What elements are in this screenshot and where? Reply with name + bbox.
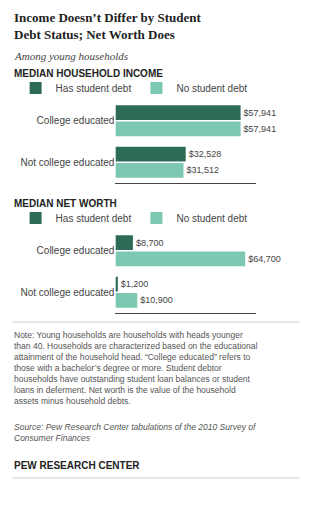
svg-text:No student debt: No student debt	[176, 213, 247, 224]
svg-text:No student debt: No student debt	[176, 83, 247, 94]
svg-text:MEDIAN HOUSEHOLD INCOME: MEDIAN HOUSEHOLD INCOME	[14, 68, 163, 79]
svg-text:Income Doesn’t Differ by Stude: Income Doesn’t Differ by StudentDebt Sta…	[14, 10, 201, 42]
svg-text:$8,700: $8,700	[136, 238, 164, 248]
svg-text:MEDIAN NET WORTH: MEDIAN NET WORTH	[14, 198, 117, 209]
svg-text:$10,900: $10,900	[140, 295, 173, 305]
svg-text:$57,941: $57,941	[244, 108, 277, 118]
svg-text:$31,512: $31,512	[187, 165, 220, 175]
svg-text:Has student debt: Has student debt	[56, 83, 132, 94]
svg-text:Not college educated: Not college educated	[20, 287, 114, 298]
svg-text:Note: Young households are hou: Note: Young households are households wi…	[14, 330, 257, 406]
svg-text:Source: Pew Research Center ta: Source: Pew Research Center tabulations …	[14, 422, 257, 443]
svg-text:Has student debt: Has student debt	[56, 213, 132, 224]
svg-text:Among young households: Among young households	[14, 50, 128, 62]
svg-text:College educated: College educated	[37, 245, 115, 256]
svg-text:Not college educated: Not college educated	[20, 157, 114, 168]
svg-text:$32,528: $32,528	[189, 149, 222, 159]
svg-text:$1,200: $1,200	[121, 279, 149, 289]
svg-text:$57,941: $57,941	[244, 124, 277, 134]
svg-text:$64,700: $64,700	[248, 254, 281, 264]
svg-text:College educated: College educated	[37, 115, 115, 126]
svg-text:PEW RESEARCH CENTER: PEW RESEARCH CENTER	[14, 460, 140, 471]
